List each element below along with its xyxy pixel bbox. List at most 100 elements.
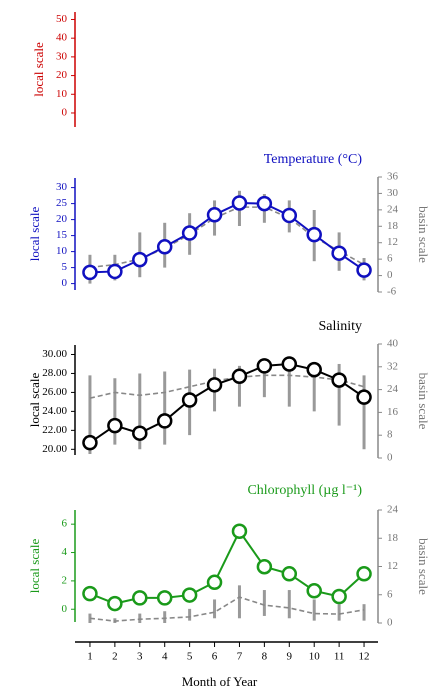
y2-tick-label: 24 (387, 383, 399, 395)
point (256, 558, 273, 575)
y2-tick-label: 32 (387, 360, 398, 372)
y-tick-label: 6 (62, 518, 68, 530)
local-line (89, 362, 365, 444)
point (256, 195, 273, 212)
x-tick-label: 9 (287, 651, 293, 663)
x-tick-label: 1 (87, 651, 93, 663)
x-tick-label: 2 (112, 651, 118, 663)
y-tick-label: 22.00 (42, 424, 67, 436)
point (206, 207, 223, 223)
point (281, 566, 298, 582)
point (356, 262, 372, 278)
y-axis-label: local scale (27, 207, 42, 262)
y2-tick-label: 12 (387, 236, 398, 248)
y2-tick-label: 0 (387, 452, 393, 464)
point (331, 372, 347, 388)
y-tick-label: 5 (62, 261, 68, 273)
x-tick-label: 12 (359, 651, 370, 663)
point (132, 251, 148, 268)
point (231, 368, 248, 385)
local-line (89, 201, 365, 274)
point (256, 358, 273, 374)
point (181, 225, 198, 241)
y2-tick-label: 18 (387, 532, 399, 544)
y-tick-label: 24.00 (42, 405, 67, 417)
point (281, 356, 298, 372)
point (331, 588, 347, 605)
point (206, 377, 223, 393)
y2-tick-label: 30 (387, 187, 399, 199)
y2-tick-label: 18 (387, 220, 399, 232)
y-tick-label: 26.00 (42, 386, 67, 398)
y-axis-label: local scale (27, 373, 42, 428)
y2-axis-label: basin scale (416, 538, 431, 595)
y-tick-label: 20 (56, 213, 68, 225)
point (231, 195, 248, 211)
y-axis-label: local scale (27, 539, 42, 594)
y-tick-label: 40 (56, 32, 68, 44)
y-tick-label: 2 (62, 574, 68, 586)
point (231, 523, 248, 540)
point (132, 425, 148, 441)
point (156, 239, 173, 255)
point (156, 590, 173, 606)
y-tick-label: 25 (56, 197, 68, 209)
x-tick-label: 7 (237, 651, 243, 663)
point (181, 587, 198, 603)
y-tick-label: 50 (56, 13, 68, 25)
point (306, 226, 322, 243)
y-tick-label: 30 (56, 181, 68, 193)
point (356, 389, 372, 405)
point (306, 583, 322, 599)
y2-axis-label: basin scale (416, 373, 431, 430)
x-axis-label: Month of Year (182, 674, 258, 689)
y-tick-label: 0 (62, 603, 68, 615)
y-tick-label: 28.00 (42, 367, 67, 379)
y-tick-label: 0 (62, 277, 68, 289)
point (331, 245, 347, 261)
x-tick-label: 11 (334, 651, 345, 663)
y-tick-label: 10 (56, 245, 68, 257)
x-tick-label: 3 (137, 651, 143, 663)
point (82, 585, 98, 602)
panel-title: Salinity (318, 319, 362, 334)
point (107, 263, 123, 280)
panel-title: Chlorophyll (µg l⁻¹) (247, 483, 362, 498)
point (281, 207, 298, 224)
basin-line (89, 596, 365, 622)
x-tick-label: 5 (187, 651, 193, 663)
y2-tick-label: 0 (387, 269, 393, 281)
y-tick-label: 20 (56, 69, 68, 81)
x-tick-label: 10 (309, 651, 321, 663)
y-tick-label: 10 (56, 88, 68, 100)
point (356, 566, 372, 582)
y-tick-label: 20.00 (42, 443, 67, 455)
y2-tick-label: 40 (387, 338, 399, 350)
y2-tick-label: -6 (387, 286, 397, 298)
y2-tick-label: 24 (387, 203, 399, 215)
y2-tick-label: 36 (387, 171, 399, 183)
y-tick-label: 4 (62, 546, 68, 558)
local-line (89, 529, 365, 605)
y2-tick-label: 8 (387, 429, 393, 441)
point (206, 574, 223, 591)
y2-tick-label: 12 (387, 560, 398, 572)
y-tick-label: 30 (56, 50, 68, 62)
y-tick-label: 0 (62, 107, 68, 119)
panel-title: Temperature (°C) (264, 152, 363, 167)
y-axis-label: local scale (31, 42, 46, 97)
point (107, 417, 123, 434)
y-tick-label: 30.00 (42, 348, 67, 360)
x-tick-label: 4 (162, 651, 168, 663)
y2-tick-label: 24 (387, 504, 399, 516)
y2-tick-label: 16 (387, 406, 399, 418)
basin-line (89, 206, 365, 269)
point (107, 595, 123, 612)
x-tick-label: 8 (262, 651, 268, 663)
point (82, 264, 98, 281)
y-tick-label: 15 (56, 229, 68, 241)
y2-tick-label: 6 (387, 588, 393, 600)
point (306, 361, 322, 378)
y2-axis-label: basin scale (416, 206, 431, 263)
